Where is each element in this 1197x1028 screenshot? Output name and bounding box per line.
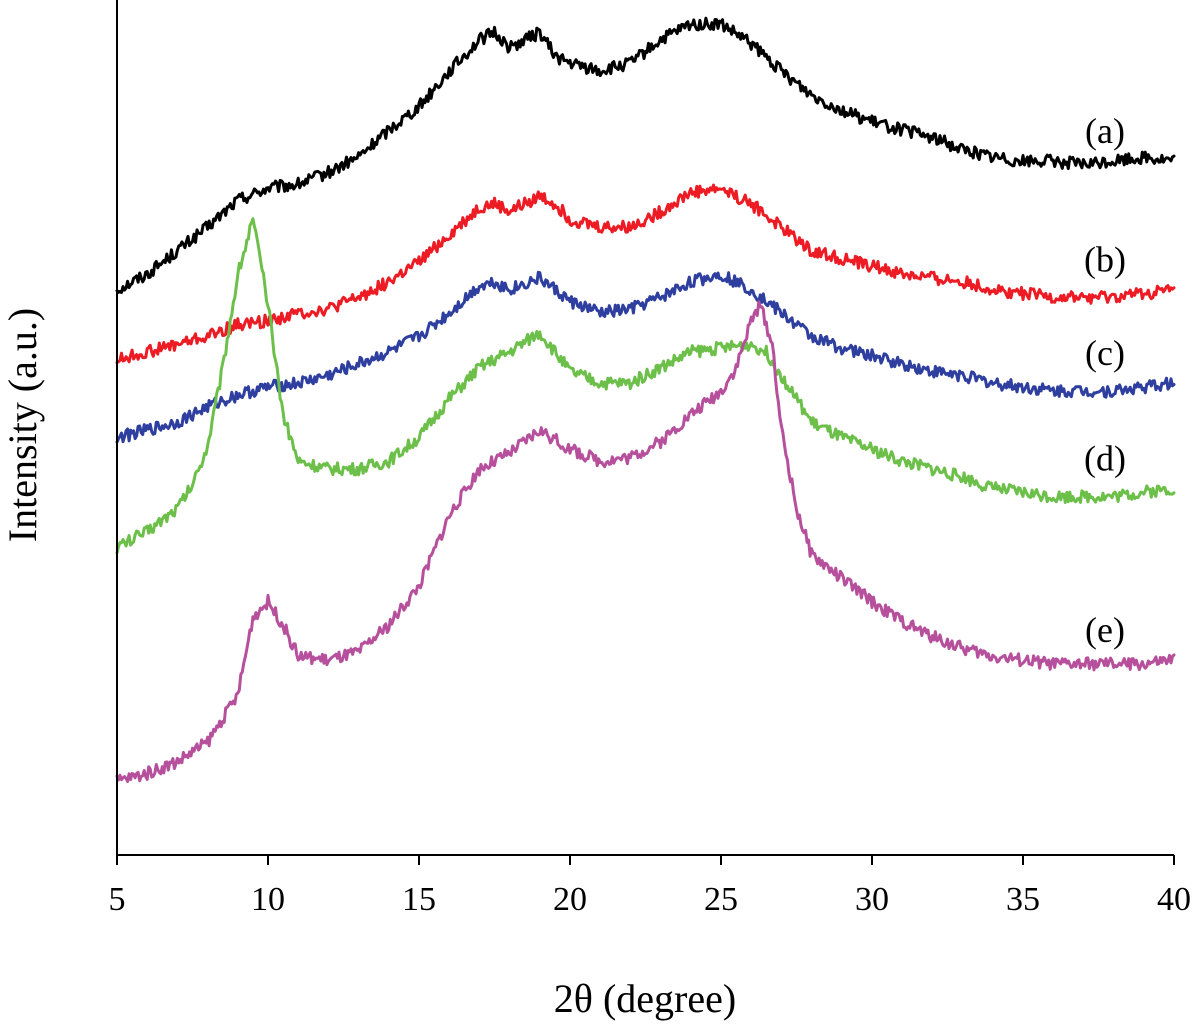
y-axis-title: Intensity (a.u.) — [0, 308, 45, 542]
x-tick-label-10: 10 — [251, 881, 285, 918]
x-tick-label-5: 5 — [109, 881, 126, 918]
series-line-e — [115, 300, 1176, 783]
x-tick-layer: 5 10 15 20 25 30 35 40 — [109, 855, 1191, 918]
x-tick-label-20: 20 — [553, 881, 587, 918]
series-line-d — [115, 217, 1176, 555]
x-tick-label-40: 40 — [1157, 881, 1191, 918]
series-label-c: (c) — [1085, 333, 1125, 373]
series-label-d: (d) — [1084, 439, 1126, 479]
x-axis-title: 2θ (degree) — [554, 976, 736, 1021]
x-tick-label-25: 25 — [704, 881, 738, 918]
series-line-a — [115, 16, 1176, 294]
series-layer — [115, 16, 1176, 783]
series-line-b — [115, 183, 1176, 365]
series-line-c — [115, 270, 1176, 444]
series-label-e: (e) — [1085, 610, 1125, 650]
series-label-layer: (a) (b) (c) (d) (e) — [1084, 111, 1126, 650]
x-tick-label-35: 35 — [1006, 881, 1040, 918]
x-tick-label-15: 15 — [402, 881, 436, 918]
series-label-b: (b) — [1084, 240, 1126, 280]
series-label-a: (a) — [1085, 111, 1125, 151]
x-tick-label-30: 30 — [855, 881, 889, 918]
